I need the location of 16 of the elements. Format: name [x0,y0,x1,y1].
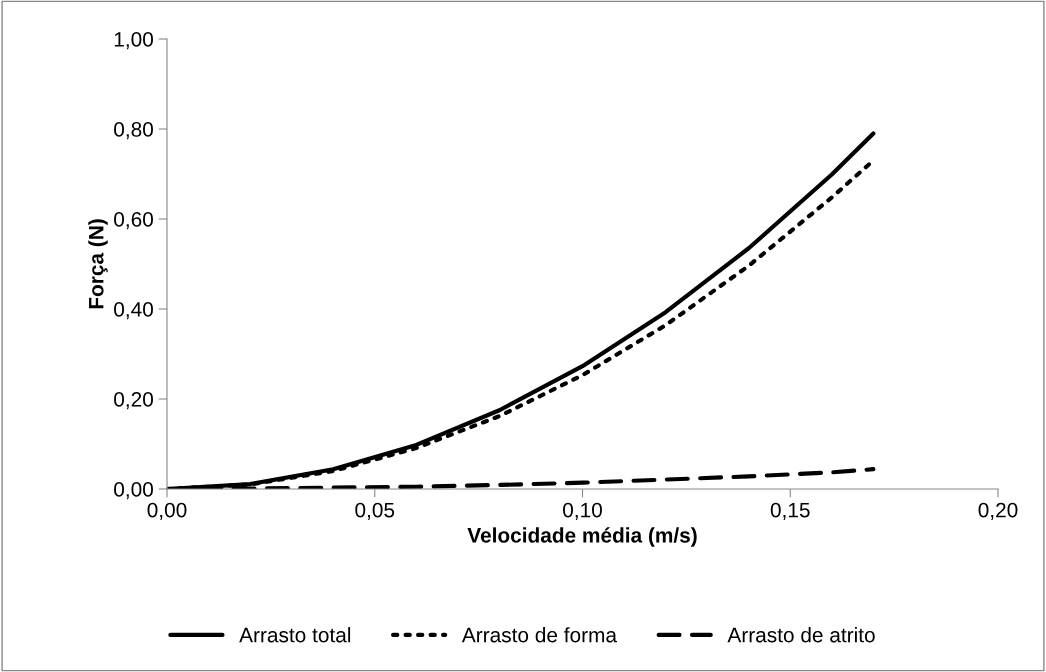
y-tick-label: 0,40 [114,302,153,320]
y-tick-label: 0,80 [114,122,153,140]
legend-label: Arrasto de forma [461,627,618,643]
y-tick-label: 0,60 [114,212,153,230]
y-axis-title: Força (N) [88,219,108,309]
legend-label: Arrasto total [239,627,351,643]
y-tick-label: 0,20 [114,392,153,410]
legend-label: Arrasto de atrito [727,627,875,643]
x-tick-label: 0,10 [563,502,602,520]
x-tick-label: 0,05 [355,502,395,520]
y-tick-label: 1,00 [114,32,153,50]
x-axis-title: Velocidade média (m/s) [467,527,697,547]
y-tick-label: 0,00 [114,482,153,500]
x-tick-label: 0,00 [147,502,187,520]
x-tick-label: 0,15 [770,502,810,520]
x-tick-label: 0,20 [978,502,1018,520]
